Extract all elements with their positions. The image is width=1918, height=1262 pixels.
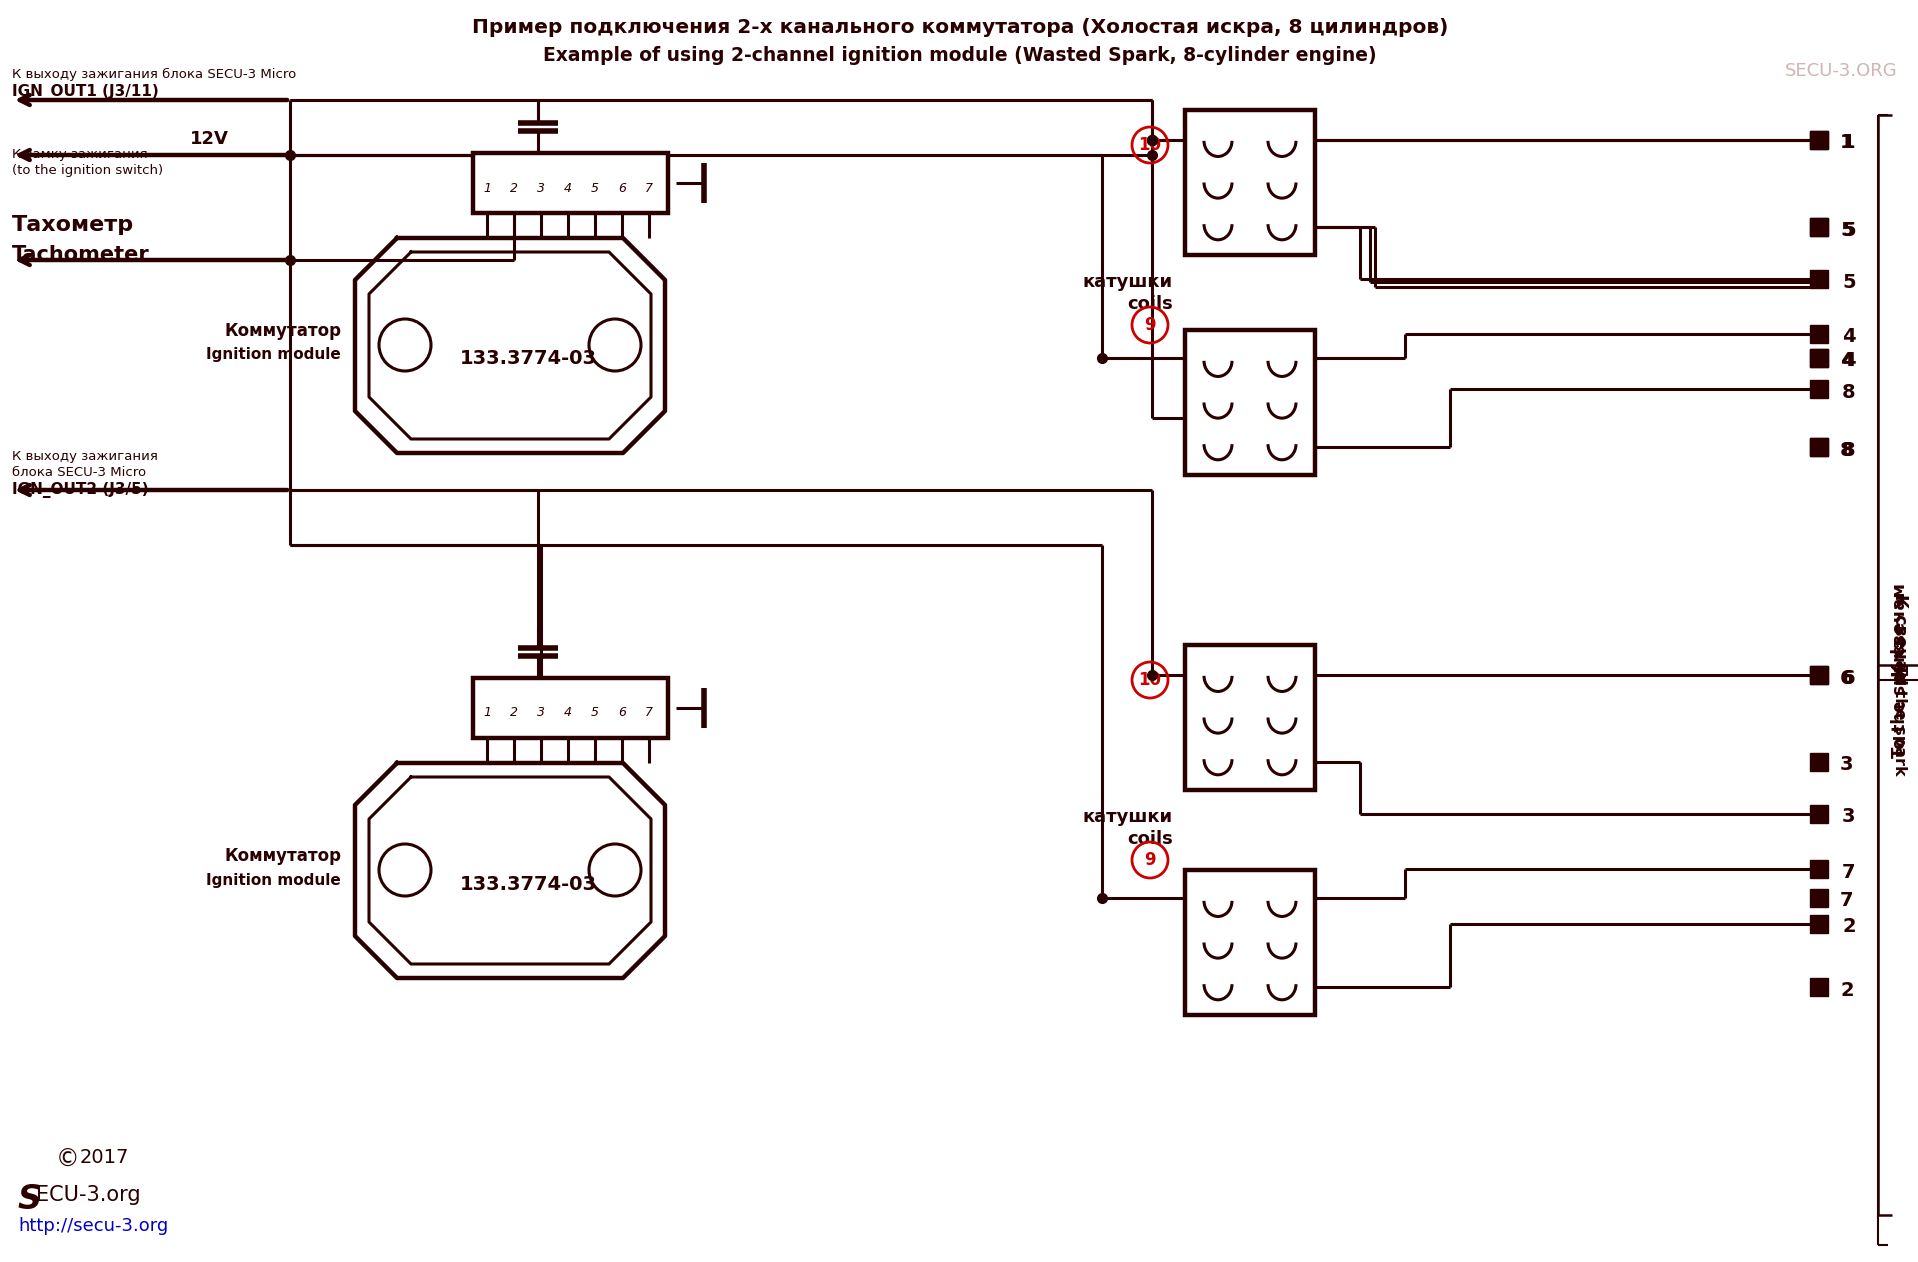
Bar — [1185, 870, 1316, 1015]
Text: 1: 1 — [483, 707, 491, 719]
Text: 4: 4 — [1841, 328, 1855, 347]
Text: Коммутатор: Коммутатор — [224, 847, 341, 864]
Text: 5: 5 — [591, 182, 598, 194]
Polygon shape — [1811, 131, 1828, 149]
Text: 2017: 2017 — [81, 1148, 129, 1167]
Text: IGN_OUT1 (J3/11): IGN_OUT1 (J3/11) — [12, 85, 159, 100]
Text: S: S — [17, 1182, 42, 1217]
Text: 9: 9 — [1145, 851, 1157, 870]
Text: 5: 5 — [591, 707, 598, 719]
Text: К свечам: К свечам — [1891, 583, 1908, 676]
Text: 4: 4 — [1839, 352, 1853, 371]
Text: IGN_OUT2 (J3/5): IGN_OUT2 (J3/5) — [12, 482, 148, 498]
Text: http://secu-3.org: http://secu-3.org — [17, 1217, 169, 1235]
Polygon shape — [1811, 218, 1828, 236]
Text: 6: 6 — [618, 182, 625, 194]
Text: К свечам: К свечам — [1891, 594, 1908, 685]
Polygon shape — [1811, 326, 1828, 343]
Polygon shape — [355, 764, 666, 978]
Text: SECU-3.ORG: SECU-3.ORG — [1786, 62, 1899, 80]
Text: 10: 10 — [1139, 136, 1162, 154]
Bar — [1185, 645, 1316, 790]
Text: 7: 7 — [644, 707, 652, 719]
Text: Пример подключения 2-х канального коммутатора (Холостая искра, 8 цилиндров): Пример подключения 2-х канального коммут… — [472, 18, 1448, 37]
Text: Example of using 2-channel ignition module (Wasted Spark, 8-cylinder engine): Example of using 2-channel ignition modu… — [543, 45, 1377, 66]
Text: Тахометр: Тахометр — [12, 215, 134, 235]
Text: 5: 5 — [1841, 221, 1855, 240]
Text: 3: 3 — [537, 707, 545, 719]
Text: блока SECU-3 Micro: блока SECU-3 Micro — [12, 466, 146, 480]
Text: 1: 1 — [483, 182, 491, 194]
Text: катушки: катушки — [1084, 808, 1174, 827]
Text: 8: 8 — [1841, 382, 1855, 401]
Bar — [1185, 110, 1316, 255]
Text: Ignition module: Ignition module — [207, 347, 341, 362]
Text: К замку зажигания: К замку зажигания — [12, 148, 148, 162]
Text: (to the ignition switch): (to the ignition switch) — [12, 164, 163, 177]
Polygon shape — [1811, 666, 1828, 684]
Text: 4: 4 — [564, 182, 572, 194]
Text: 1: 1 — [1841, 134, 1855, 153]
Polygon shape — [1811, 270, 1828, 288]
Text: 6: 6 — [1839, 669, 1853, 688]
Text: 3: 3 — [1839, 756, 1853, 775]
Text: 4: 4 — [564, 707, 572, 719]
Text: катушки: катушки — [1084, 273, 1174, 292]
Text: 5: 5 — [1841, 273, 1855, 292]
Text: Коммутатор: Коммутатор — [224, 322, 341, 339]
Text: Tachometer: Tachometer — [12, 245, 150, 265]
Text: 4: 4 — [1841, 352, 1855, 371]
Text: 7: 7 — [1839, 891, 1853, 910]
Text: 2: 2 — [1839, 981, 1853, 1000]
Polygon shape — [1811, 753, 1828, 771]
Text: 10: 10 — [1139, 671, 1162, 689]
Text: To the spark: To the spark — [1891, 642, 1908, 757]
Text: К выходу зажигания: К выходу зажигания — [12, 451, 157, 463]
Text: Ignition module: Ignition module — [207, 872, 341, 887]
Text: 1: 1 — [1839, 134, 1853, 153]
Text: 133.3774-03: 133.3774-03 — [460, 875, 596, 893]
Text: 8: 8 — [1841, 440, 1855, 459]
Text: ECU-3.org: ECU-3.org — [36, 1185, 140, 1205]
Text: 133.3774-03: 133.3774-03 — [460, 350, 596, 369]
Text: 5: 5 — [1839, 221, 1853, 240]
Text: 2: 2 — [510, 707, 518, 719]
Text: 2: 2 — [1841, 917, 1855, 936]
Text: 7: 7 — [644, 182, 652, 194]
Polygon shape — [1811, 666, 1828, 684]
Text: coils: coils — [1128, 830, 1174, 848]
Text: 3: 3 — [537, 182, 545, 194]
Text: 6: 6 — [618, 707, 625, 719]
Text: 3: 3 — [1841, 808, 1855, 827]
Polygon shape — [1811, 888, 1828, 907]
Polygon shape — [1811, 438, 1828, 456]
Text: 12V: 12V — [190, 130, 228, 148]
Polygon shape — [1811, 350, 1828, 367]
Polygon shape — [1811, 350, 1828, 367]
Polygon shape — [1811, 978, 1828, 996]
Text: К выходу зажигания блока SECU-3 Micro: К выходу зажигания блока SECU-3 Micro — [12, 68, 295, 81]
Polygon shape — [1811, 438, 1828, 456]
Bar — [474, 678, 667, 738]
Bar — [474, 153, 667, 213]
Polygon shape — [1811, 805, 1828, 823]
Text: 8: 8 — [1839, 440, 1853, 459]
Text: 9: 9 — [1145, 316, 1157, 334]
Polygon shape — [1811, 131, 1828, 149]
Text: 2: 2 — [510, 182, 518, 194]
Bar — [1185, 329, 1316, 475]
Text: To the spark: To the spark — [1893, 664, 1908, 776]
Text: ©: © — [56, 1148, 81, 1172]
Polygon shape — [1811, 380, 1828, 398]
Polygon shape — [1811, 915, 1828, 933]
Text: 7: 7 — [1841, 862, 1855, 881]
Text: 6: 6 — [1841, 669, 1855, 688]
Text: coils: coils — [1128, 295, 1174, 313]
Polygon shape — [1811, 218, 1828, 236]
Polygon shape — [355, 239, 666, 453]
Polygon shape — [1811, 859, 1828, 878]
